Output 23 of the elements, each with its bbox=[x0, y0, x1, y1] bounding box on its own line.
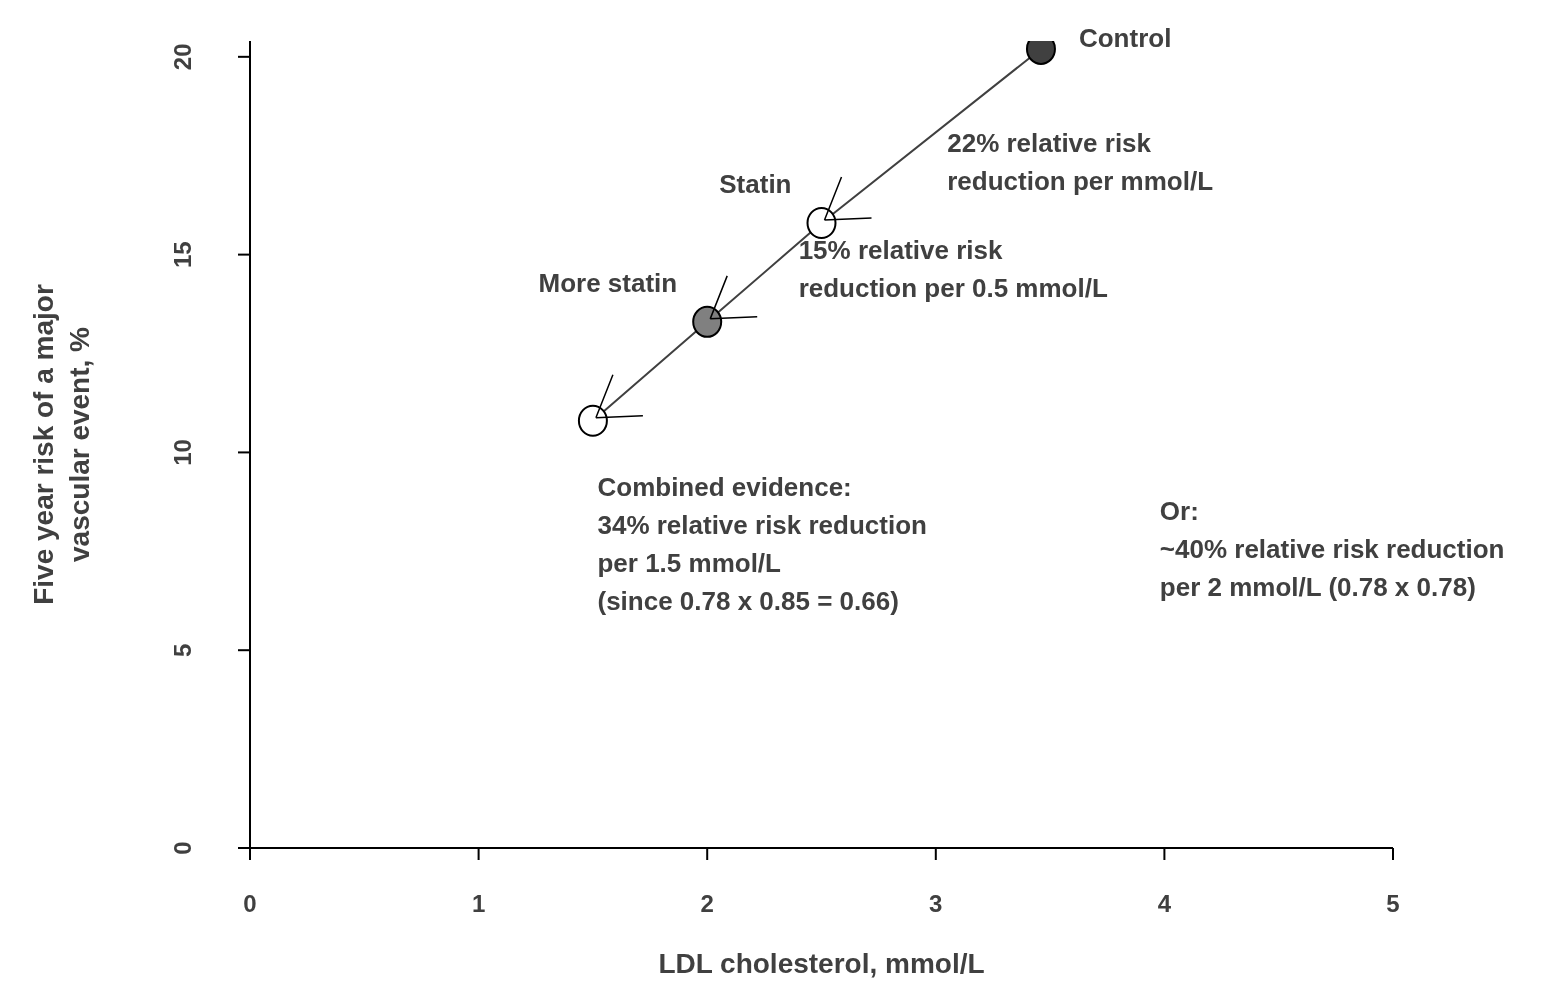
point bbox=[806, 206, 837, 239]
x-tick-label: 4 bbox=[1157, 890, 1172, 917]
y-tick-label: 5 bbox=[169, 643, 196, 657]
x-tick-label: 5 bbox=[1386, 890, 1400, 917]
annotation: Combined evidence: 34% relative risk reduction per 1.5 mmol/L (since 0.78 x 0.85 = 0.66) bbox=[597, 471, 927, 616]
y-tick-label: 0 bbox=[169, 841, 196, 855]
y-tick-label: 10 bbox=[169, 439, 196, 466]
annotation: More statin bbox=[538, 267, 678, 298]
y-tick-label: 20 bbox=[169, 43, 196, 71]
annotation: 22% relative risk reduction per mmol/L bbox=[947, 127, 1214, 196]
point bbox=[692, 305, 723, 338]
annotation: Statin bbox=[719, 168, 792, 199]
annotation: Control bbox=[1078, 22, 1172, 53]
y-axis-title: Five year risk of a major vascular event, % bbox=[28, 284, 95, 605]
x-tick-label: 0 bbox=[243, 890, 257, 917]
x-axis-title: LDL cholesterol, mmol/L bbox=[658, 948, 985, 979]
annotation: 15% relative risk reduction per 0.5 mmol/L bbox=[798, 234, 1108, 303]
x-tick-label: 3 bbox=[929, 890, 943, 917]
x-tick-label: 1 bbox=[471, 890, 486, 917]
point bbox=[577, 404, 608, 437]
y-tick-label: 15 bbox=[169, 241, 196, 268]
x-tick-label: 2 bbox=[700, 890, 714, 917]
annotation: Or: ~40% relative risk reduction per 2 mmol/L (0.78 x 0.78) bbox=[1159, 495, 1505, 602]
